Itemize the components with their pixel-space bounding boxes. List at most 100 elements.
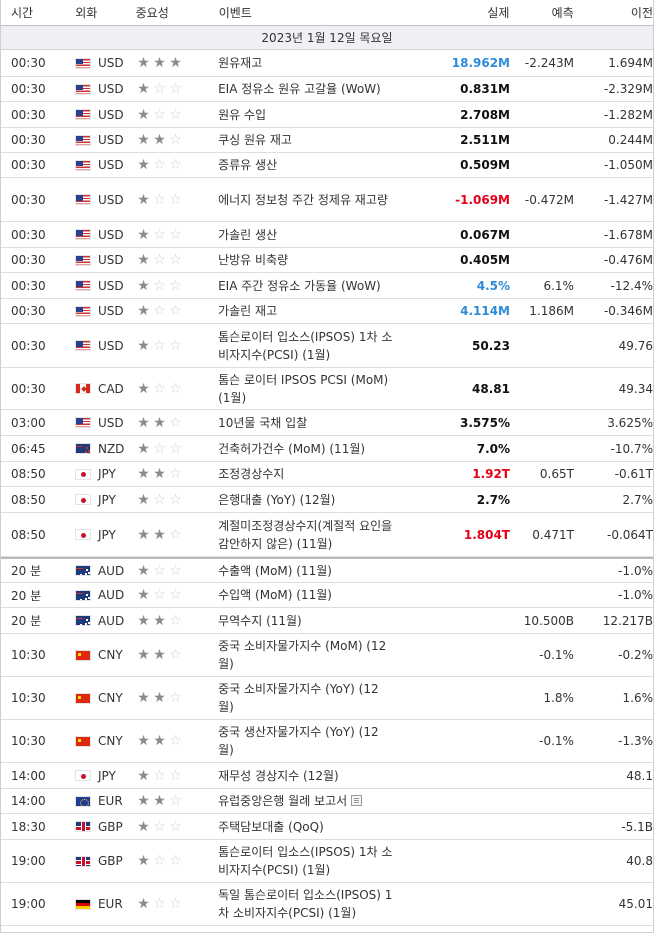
- star-icon: ☆: [153, 277, 166, 294]
- header-currency[interactable]: 외화: [75, 6, 98, 20]
- event-name[interactable]: 톰슨로이터 입소스(IPSOS) 1차 소비자지수(PCSI) (1월): [218, 845, 393, 877]
- table-row[interactable]: 10:30 CNY ★ ★ ☆ 중국 생산자물가지수 (YoY) (12월) -0.1% -1…: [1, 720, 653, 763]
- table-row[interactable]: 19:00 EUR ★ ☆ ☆ 독일 톰슨로이터 입소스(IPSOS) 1차 소비자지수(…: [1, 883, 653, 926]
- event-name[interactable]: 증류유 생산: [218, 158, 278, 172]
- event-actual: 1.804T: [463, 527, 510, 542]
- table-row[interactable]: 10:30 CNY ★ ★ ☆ 중국 소비자물가지수 (YoY) (12월) 1.8% 1.6…: [1, 677, 653, 720]
- table-row[interactable]: 00:30 USD ★ ☆ ☆ 에너지 정보청 주간 정제유 재고량 -1.069M -0.4…: [1, 178, 653, 222]
- event-previous: 45.01: [618, 897, 653, 911]
- event-currency: USD: [74, 304, 135, 318]
- event-name[interactable]: EIA 정유소 원유 고갈율 (WoW): [218, 82, 381, 96]
- header-importance[interactable]: 중요성: [135, 6, 169, 20]
- table-row[interactable]: 00:30 USD ★ ☆ ☆ 톰슨로이터 입소스(IPSOS) 1차 소비자지수(PCS…: [1, 324, 653, 368]
- table-row[interactable]: 20 분 AUD ★ ☆ ☆ 수출액 (MoM) (11월) -1.0%: [1, 557, 653, 583]
- event-name[interactable]: 중국 소비자물가지수 (YoY) (12월): [218, 682, 379, 714]
- event-name[interactable]: 건축허가건수 (MoM) (11월): [218, 441, 366, 456]
- star-icon: ★: [153, 132, 166, 148]
- event-name[interactable]: 재무성 경상지수 (12월): [218, 768, 339, 783]
- table-row[interactable]: 08:50 JPY ★ ★ ☆ 조정경상수지 1.92T 0.65T -0.61T: [1, 462, 653, 487]
- table-row[interactable]: 00:30 USD ★ ★ ★ 원유재고 18.962M -2.243M 1.694M: [1, 50, 653, 77]
- table-row[interactable]: 19:00 GBP ★ ☆ ☆ 톰슨로이터 입소스(IPSOS) 1차 소비자지수(PCS…: [1, 840, 653, 883]
- header-time[interactable]: 시간: [11, 6, 34, 20]
- table-row[interactable]: 00:30 USD ★ ☆ ☆ EIA 주간 정유소 가동율 (WoW) 4.5% 6.1% -…: [1, 273, 653, 299]
- event-name[interactable]: 톰슨 로이터 IPSOS PCSI (MoM) (1월): [218, 372, 389, 405]
- star-icon: ★: [153, 612, 166, 629]
- event-name[interactable]: 주택담보대출 (QoQ): [218, 819, 324, 834]
- currency-code: CNY: [97, 648, 123, 662]
- event-name[interactable]: 계절미조정경상수지(계절적 요인을 감안하지 않은) (11월): [218, 518, 393, 551]
- us-flag-icon: [74, 134, 91, 146]
- event-previous: -0.064T: [606, 527, 653, 542]
- us-flag-icon: [74, 194, 91, 205]
- event-name[interactable]: 중국 소비자물가지수 (MoM) (12월): [218, 639, 387, 671]
- table-row[interactable]: 00:30 USD ★ ★ ☆ 쿠싱 원유 재고 2.511M 0.244M: [1, 128, 653, 153]
- event-forecast: -0.1%: [539, 734, 574, 748]
- table-row[interactable]: 00:30 USD ★ ☆ ☆ 가솔린 생산 0.067M -1.678M: [1, 222, 653, 248]
- event-name[interactable]: 수출액 (MoM) (11월): [218, 563, 332, 578]
- table-row[interactable]: 06:45 NZD ★ ☆ ☆ 건축허가건수 (MoM) (11월) 7.0% -10.7%: [1, 436, 653, 462]
- table-row[interactable]: 00:30 USD ★ ☆ ☆ 가솔린 재고 4.114M 1.186M -0.346M: [1, 299, 653, 324]
- table-row[interactable]: 14:00 JPY ★ ☆ ☆ 재무성 경상지수 (12월) 48.1: [1, 763, 653, 789]
- table-row[interactable]: 20 분 AUD ★ ☆ ☆ 수입액 (MoM) (11월) -1.0%: [1, 583, 653, 608]
- star-icon: ☆: [153, 562, 166, 579]
- table-row[interactable]: 08:50 JPY ★ ☆ ☆ 은행대출 (YoY) (12월) 2.7% 2.7%: [1, 487, 653, 513]
- importance-stars: ★ ★ ☆: [135, 614, 218, 628]
- event-currency: GBP: [74, 854, 135, 868]
- event-name[interactable]: EIA 주간 정유소 가동율 (WoW): [218, 278, 381, 293]
- header-actual[interactable]: 실제: [487, 6, 510, 20]
- currency-code: USD: [97, 338, 124, 353]
- star-icon: ★: [137, 587, 150, 603]
- star-icon: ☆: [153, 818, 166, 835]
- star-icon: ☆: [169, 132, 182, 148]
- star-icon: ★: [153, 414, 166, 431]
- event-name[interactable]: 유럽중앙은행 월례 보고서: [218, 792, 397, 810]
- header-event[interactable]: 이벤트: [218, 6, 252, 20]
- event-time: 10:30: [11, 691, 46, 705]
- event-name[interactable]: 난방유 비축량: [218, 253, 289, 267]
- event-name[interactable]: 쿠싱 원유 재고: [218, 133, 292, 147]
- event-name[interactable]: 원유재고: [218, 56, 263, 70]
- header-forecast[interactable]: 예측: [551, 6, 574, 20]
- table-row[interactable]: 18:30 GBP ★ ☆ ☆ 주택담보대출 (QoQ) -5.1B: [1, 814, 653, 840]
- table-row[interactable]: 00:30 USD ★ ☆ ☆ 원유 수입 2.708M -1.282M: [1, 102, 653, 128]
- event-name[interactable]: 원유 수입: [218, 107, 267, 122]
- table-row[interactable]: 00:30 CAD ★ ☆ ☆ 톰슨 로이터 IPSOS PCSI (MoM) (1월) 4…: [1, 368, 653, 410]
- table-row[interactable]: 00:30 USD ★ ☆ ☆ 증류유 생산 0.509M -1.050M: [1, 153, 653, 178]
- star-icon: ☆: [153, 252, 166, 268]
- document-icon[interactable]: [351, 795, 363, 806]
- event-name[interactable]: 중국 생산자물가지수 (YoY) (12월): [218, 725, 379, 757]
- importance-stars: ★ ☆ ☆: [135, 82, 218, 96]
- us-flag-icon: [74, 57, 91, 69]
- star-icon: ★: [137, 440, 150, 457]
- us-flag-icon: [74, 254, 91, 266]
- table-row[interactable]: 10:30 CNY ★ ★ ☆ 중국 소비자물가지수 (MoM) (12월) -0.1% -0…: [1, 634, 653, 677]
- event-name[interactable]: 조정경상수지: [218, 467, 285, 481]
- event-actual: 0.067M: [460, 227, 510, 242]
- table-row[interactable]: 08:50 JPY ★ ★ ☆ 계절미조정경상수지(계절적 요인을 감안하지 않은) (1…: [1, 513, 653, 557]
- star-icon: ☆: [169, 793, 182, 809]
- event-time: 00:30: [11, 278, 46, 293]
- event-name[interactable]: 톰슨로이터 입소스(IPSOS) 1차 소비자지수(PCSI) (1월): [218, 329, 393, 362]
- event-name[interactable]: 수입액 (MoM) (11월): [218, 588, 332, 602]
- table-row[interactable]: 03:00 USD ★ ★ ☆ 10년물 국채 입찰 3.575% 3.625%: [1, 410, 653, 436]
- event-name[interactable]: 가솔린 재고: [218, 304, 278, 318]
- table-row[interactable]: 00:30 USD ★ ☆ ☆ 난방유 비축량 0.405M -0.476M: [1, 248, 653, 273]
- event-name[interactable]: 무역수지 (11월): [218, 613, 302, 628]
- event-name[interactable]: 에너지 정보청 주간 정제유 재고량: [218, 192, 388, 207]
- star-icon: ★: [137, 55, 150, 71]
- event-previous: -1.0%: [618, 563, 653, 578]
- event-name[interactable]: 가솔린 생산: [218, 227, 278, 242]
- table-row[interactable]: 20 분 AUD ★ ★ ☆ 무역수지 (11월) 10.500B 12.217B: [1, 608, 653, 634]
- header-previous[interactable]: 이전: [630, 6, 653, 20]
- event-previous: 49.76: [618, 338, 653, 353]
- star-icon: ★: [153, 793, 166, 809]
- star-icon: ★: [153, 647, 166, 663]
- event-name[interactable]: 10년물 국채 입찰: [218, 415, 308, 430]
- event-name[interactable]: 독일 톰슨로이터 입소스(IPSOS) 1차 소비자지수(PCSI) (1월): [218, 888, 393, 920]
- table-row[interactable]: 14:00 EUR ★ ★ ☆ 유럽중앙은행 월례 보고서: [1, 789, 653, 814]
- table-row[interactable]: 00:30 USD ★ ☆ ☆ EIA 정유소 원유 고갈율 (WoW) 0.831M -2.…: [1, 77, 653, 102]
- importance-stars: ★ ★ ☆: [135, 648, 218, 662]
- event-name[interactable]: 은행대출 (YoY) (12월): [218, 492, 336, 507]
- currency-code: USD: [97, 415, 124, 430]
- currency-code: GBP: [97, 819, 123, 834]
